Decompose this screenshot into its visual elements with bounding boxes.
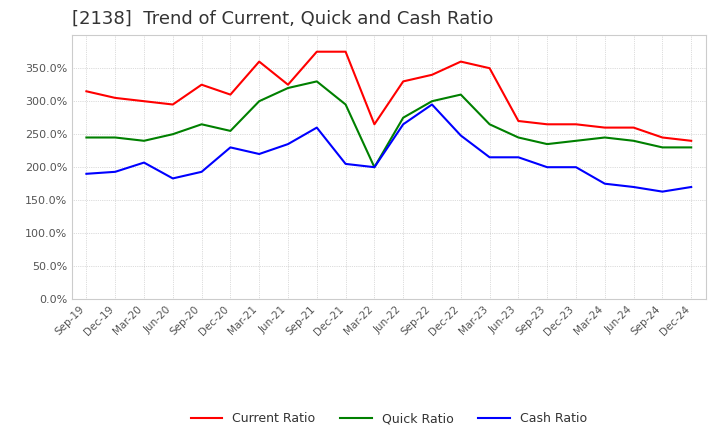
Cash Ratio bbox=[572, 165, 580, 170]
Line: Current Ratio: Current Ratio bbox=[86, 51, 691, 141]
Cash Ratio bbox=[428, 102, 436, 107]
Cash Ratio bbox=[168, 176, 177, 181]
Current Ratio bbox=[82, 88, 91, 94]
Current Ratio bbox=[197, 82, 206, 87]
Quick Ratio bbox=[629, 138, 638, 143]
Cash Ratio bbox=[82, 171, 91, 176]
Current Ratio bbox=[284, 82, 292, 87]
Cash Ratio bbox=[543, 165, 552, 170]
Quick Ratio bbox=[197, 121, 206, 127]
Quick Ratio bbox=[255, 99, 264, 104]
Quick Ratio bbox=[111, 135, 120, 140]
Cash Ratio bbox=[226, 145, 235, 150]
Current Ratio bbox=[687, 138, 696, 143]
Quick Ratio bbox=[168, 132, 177, 137]
Line: Cash Ratio: Cash Ratio bbox=[86, 104, 691, 192]
Quick Ratio bbox=[82, 135, 91, 140]
Quick Ratio bbox=[284, 85, 292, 91]
Current Ratio bbox=[572, 121, 580, 127]
Quick Ratio bbox=[312, 79, 321, 84]
Quick Ratio bbox=[399, 115, 408, 120]
Cash Ratio bbox=[341, 161, 350, 166]
Cash Ratio bbox=[255, 151, 264, 157]
Current Ratio bbox=[341, 49, 350, 54]
Current Ratio bbox=[514, 118, 523, 124]
Quick Ratio bbox=[514, 135, 523, 140]
Cash Ratio bbox=[111, 169, 120, 174]
Cash Ratio bbox=[399, 121, 408, 127]
Quick Ratio bbox=[140, 138, 148, 143]
Current Ratio bbox=[543, 121, 552, 127]
Quick Ratio bbox=[543, 141, 552, 147]
Current Ratio bbox=[456, 59, 465, 64]
Quick Ratio bbox=[658, 145, 667, 150]
Quick Ratio bbox=[687, 145, 696, 150]
Current Ratio bbox=[111, 95, 120, 101]
Cash Ratio bbox=[600, 181, 609, 187]
Current Ratio bbox=[600, 125, 609, 130]
Quick Ratio bbox=[341, 102, 350, 107]
Cash Ratio bbox=[658, 189, 667, 194]
Cash Ratio bbox=[312, 125, 321, 130]
Cash Ratio bbox=[370, 165, 379, 170]
Quick Ratio bbox=[456, 92, 465, 97]
Quick Ratio bbox=[485, 121, 494, 127]
Cash Ratio bbox=[687, 184, 696, 190]
Cash Ratio bbox=[284, 141, 292, 147]
Cash Ratio bbox=[456, 133, 465, 138]
Quick Ratio bbox=[572, 138, 580, 143]
Current Ratio bbox=[658, 135, 667, 140]
Current Ratio bbox=[399, 79, 408, 84]
Current Ratio bbox=[312, 49, 321, 54]
Cash Ratio bbox=[140, 160, 148, 165]
Current Ratio bbox=[255, 59, 264, 64]
Legend: Current Ratio, Quick Ratio, Cash Ratio: Current Ratio, Quick Ratio, Cash Ratio bbox=[186, 407, 592, 430]
Current Ratio bbox=[370, 121, 379, 127]
Cash Ratio bbox=[514, 154, 523, 160]
Current Ratio bbox=[140, 99, 148, 104]
Line: Quick Ratio: Quick Ratio bbox=[86, 81, 691, 167]
Current Ratio bbox=[168, 102, 177, 107]
Current Ratio bbox=[226, 92, 235, 97]
Quick Ratio bbox=[428, 99, 436, 104]
Cash Ratio bbox=[485, 154, 494, 160]
Current Ratio bbox=[629, 125, 638, 130]
Cash Ratio bbox=[629, 184, 638, 190]
Cash Ratio bbox=[197, 169, 206, 174]
Current Ratio bbox=[485, 66, 494, 71]
Quick Ratio bbox=[226, 128, 235, 134]
Current Ratio bbox=[428, 72, 436, 77]
Quick Ratio bbox=[370, 165, 379, 170]
Text: [2138]  Trend of Current, Quick and Cash Ratio: [2138] Trend of Current, Quick and Cash … bbox=[72, 10, 493, 28]
Quick Ratio bbox=[600, 135, 609, 140]
